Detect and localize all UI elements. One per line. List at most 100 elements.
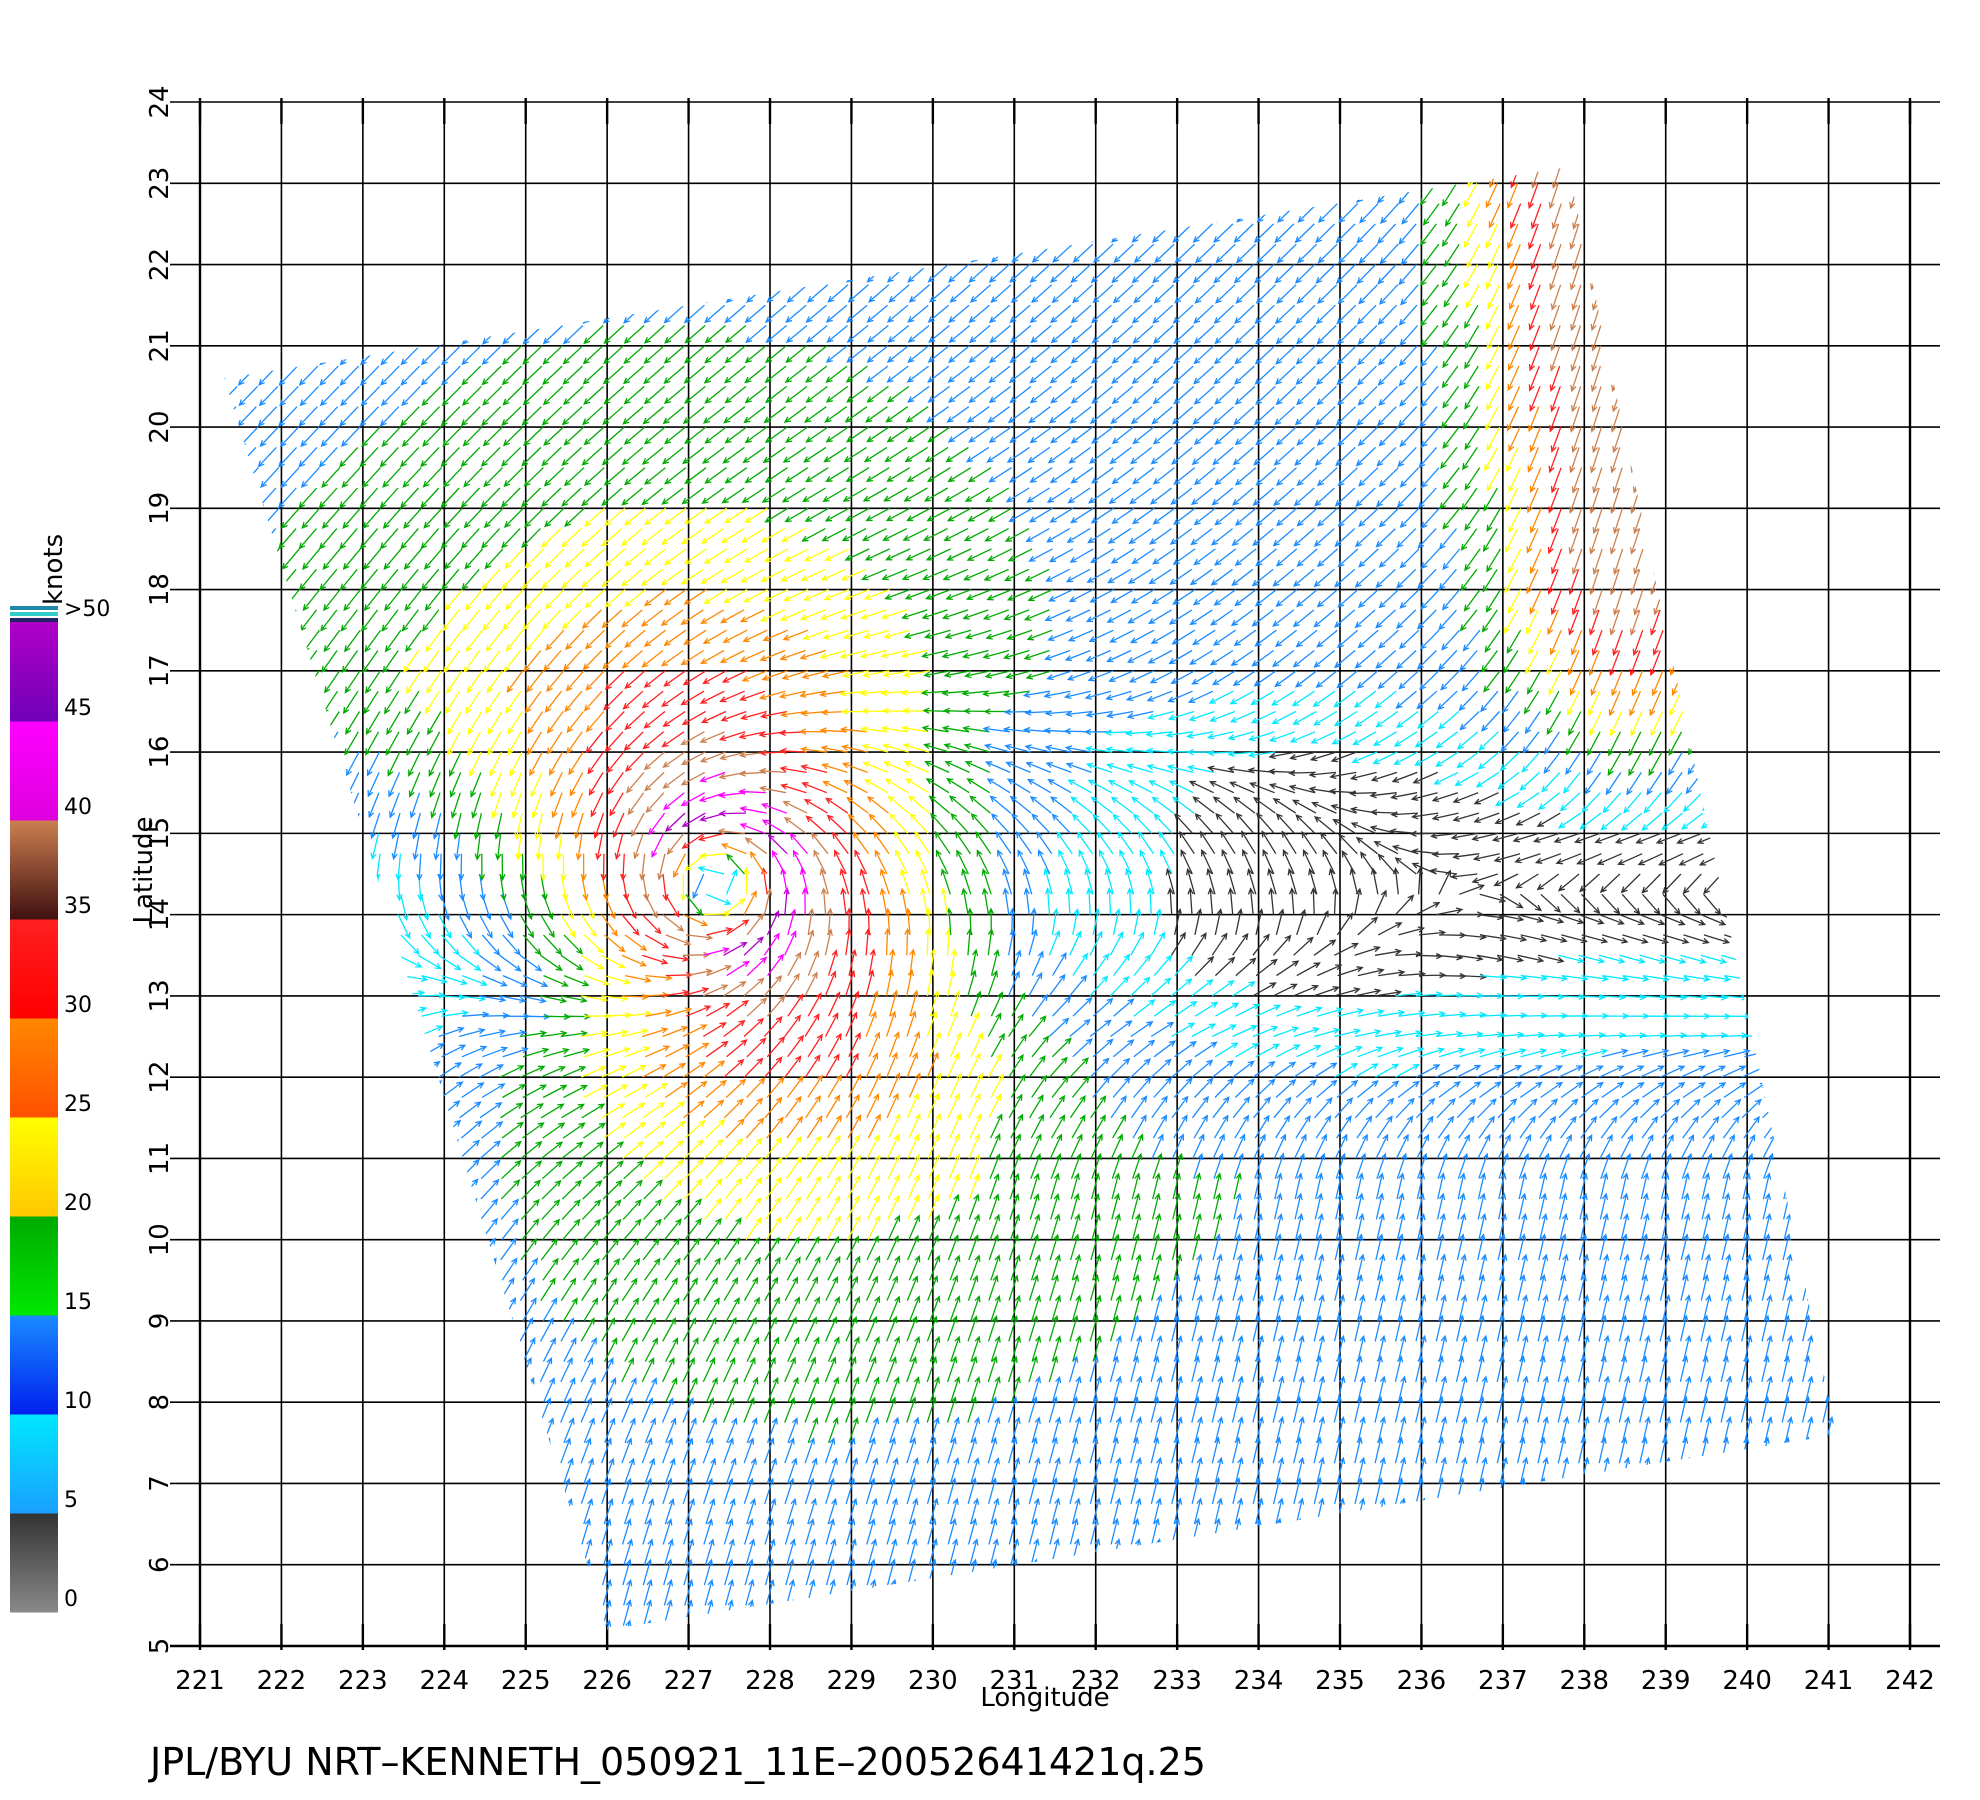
wind-vector [441,1336,454,1362]
wind-vector [760,802,787,814]
wind-vector [1232,487,1254,506]
wind-vector [543,650,562,672]
wind-vector [1515,873,1539,889]
wind-vector [464,548,484,570]
wind-vector [746,1077,766,1098]
wind-vector [745,1117,765,1139]
wind-vector [540,954,563,972]
wind-vector [1464,467,1481,491]
wind-vector [786,1497,797,1525]
wind-vector [1051,1335,1062,1362]
wind-vector [1212,1619,1222,1630]
wind-vector [987,907,995,935]
wind-vector [1234,548,1257,567]
wind-vector [1194,1077,1214,1098]
wind-vector [399,1256,414,1281]
wind-vector [1761,1477,1770,1504]
wind-vector [889,1416,900,1444]
wind-vector [724,1138,744,1159]
wind-vector [1398,670,1419,690]
wind-vector [1519,1115,1536,1139]
wind-vector [318,1457,329,1484]
wind-vector [1608,690,1621,717]
wind-vector [1069,1233,1080,1261]
wind-vector [879,887,888,915]
wind-vector [441,1044,467,1058]
wind-vector [946,1355,958,1383]
wind-vector [664,1218,682,1241]
wind-vector [1527,447,1540,473]
wind-vector [1254,1152,1265,1179]
wind-vector [1171,629,1196,645]
wind-vector [341,467,361,488]
wind-vector [1581,1334,1590,1362]
wind-vector [1633,589,1644,616]
wind-vector [786,1075,804,1098]
wind-vector [926,1436,937,1464]
wind-vector [725,1118,745,1139]
wind-vector [641,487,664,506]
wind-vector [400,528,419,550]
wind-vector [490,772,502,798]
wind-vector [1499,1375,1509,1403]
wind-vector [297,1598,306,1626]
wind-vector [784,930,797,956]
wind-vector [583,1377,596,1403]
wind-vector [905,778,929,794]
wind-vector [320,426,340,448]
wind-vector [1741,1065,1767,1078]
wind-vector [1044,649,1071,661]
wind-vector [767,834,788,855]
wind-vector [825,1134,841,1159]
wind-vector [380,1376,391,1403]
wind-vector [1702,1212,1711,1240]
wind-vector [379,1538,389,1565]
wind-vector [1590,670,1603,697]
wind-vector [1782,1233,1791,1261]
wind-vector [1112,1114,1127,1139]
wind-vector [682,1317,697,1342]
wind-vector [1619,1065,1645,1078]
wind-vector [1508,467,1521,493]
wind-vector [764,1518,775,1545]
wind-vector [1600,1253,1610,1281]
wind-vector [624,548,646,567]
wind-vector [1803,1558,1812,1586]
wind-vector [1560,1334,1570,1362]
wind-vector [1457,1619,1466,1630]
wind-vector [644,1497,655,1525]
wind-vector [499,1437,510,1464]
wind-vector [438,1437,449,1464]
wind-vector [378,1136,396,1159]
wind-vector [1232,670,1256,687]
wind-vector [380,934,401,955]
wind-vector [1172,1152,1184,1179]
wind-vector [764,1477,775,1505]
wind-vector [428,751,442,777]
wind-vector [1729,670,1745,695]
wind-vector [561,446,583,466]
wind-vector [544,507,565,528]
wind-vector [1112,1039,1135,1058]
wind-vector [787,908,797,936]
wind-vector [1763,731,1784,752]
wind-vector [1581,1416,1590,1443]
wind-vector [1578,873,1600,893]
wind-vector [621,446,644,466]
wind-vector [821,528,847,542]
wind-vector [1209,649,1234,666]
wind-vector [1681,1212,1691,1240]
wind-vector [1578,1098,1599,1119]
wind-vector [1558,1192,1568,1220]
wind-vector [1497,1273,1506,1301]
wind-vector [1233,1558,1242,1586]
wind-vector [1112,1375,1123,1403]
wind-vector [1268,783,1296,794]
wind-vector [723,1019,746,1038]
wind-vector [255,914,268,940]
wind-vector [1764,487,1783,510]
wind-vector [336,1095,354,1119]
wind-vector [277,1113,292,1139]
wind-vector [478,1437,490,1464]
wind-vector [665,934,692,946]
